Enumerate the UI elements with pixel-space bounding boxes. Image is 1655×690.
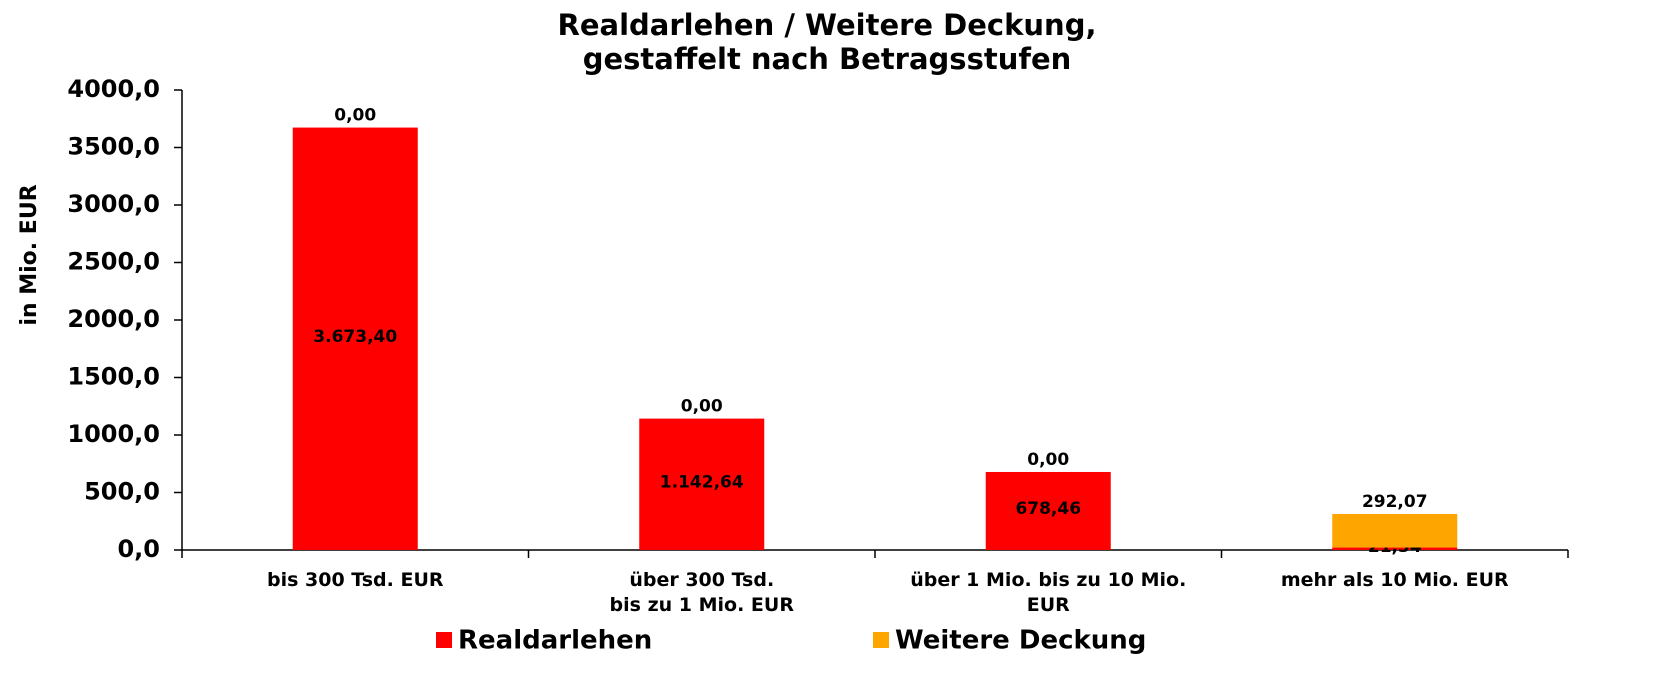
- y-tick-label: 2500,0: [67, 248, 160, 276]
- y-axis-label: in Mio. EUR: [17, 184, 42, 325]
- value-label: 0,00: [334, 106, 376, 126]
- bar-segment: [1332, 513, 1458, 548]
- bar-segment: [985, 471, 1111, 550]
- bar-segment: [1332, 547, 1458, 550]
- x-tick-label: über 300 Tsd. bis zu 1 Mio. EUR: [609, 569, 794, 616]
- y-tick-label: 1000,0: [67, 420, 160, 448]
- y-tick-label: 500,0: [84, 478, 160, 506]
- y-tick-label: 0,0: [117, 535, 160, 563]
- x-tick-label: über 1 Mio. bis zu 10 Mio. EUR: [910, 569, 1187, 616]
- value-label: 678,46: [1015, 499, 1081, 519]
- legend-label: Weitere Deckung: [895, 626, 1146, 656]
- y-tick-label: 2000,0: [67, 305, 160, 333]
- y-tick-label: 3500,0: [67, 133, 160, 161]
- value-label: 3.673,40: [313, 327, 397, 347]
- legend-label: Realdarlehen: [458, 626, 652, 656]
- value-label: 292,07: [1362, 492, 1428, 512]
- legend-swatch: [436, 632, 452, 648]
- chart-title: Realdarlehen / Weitere Deckung, gestaffe…: [557, 8, 1097, 76]
- x-tick-label: bis 300 Tsd. EUR: [266, 569, 444, 591]
- value-label: 0,00: [681, 397, 723, 417]
- value-label: 1.142,64: [660, 472, 744, 492]
- y-tick-label: 1500,0: [67, 363, 160, 391]
- y-tick-label: 3000,0: [67, 190, 160, 218]
- bar-segment: [292, 127, 418, 551]
- value-label: 0,00: [1027, 450, 1069, 470]
- y-tick-label: 4000,0: [67, 75, 160, 103]
- x-tick-label: mehr als 10 Mio. EUR: [1280, 569, 1509, 591]
- bar-segment: [639, 418, 765, 550]
- legend-swatch: [873, 632, 889, 648]
